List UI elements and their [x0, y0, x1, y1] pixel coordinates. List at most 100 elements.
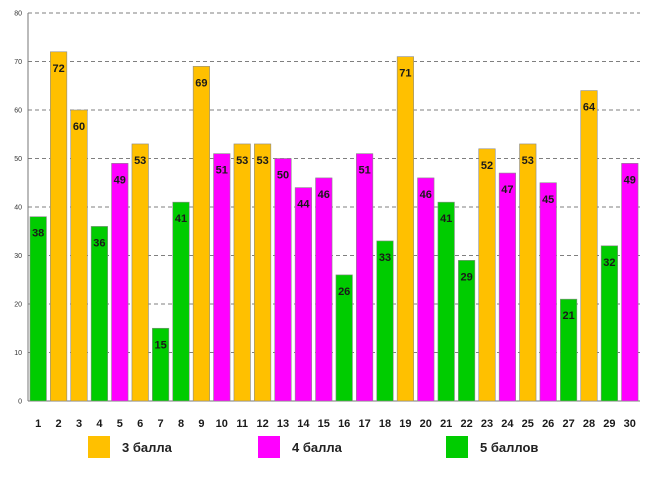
x-tick-label-2: 2	[56, 418, 62, 430]
x-tick-label-3: 3	[76, 418, 82, 430]
y-tick-label-80: 80	[14, 11, 22, 18]
y-tick-label-20: 20	[14, 302, 22, 309]
bar-12	[254, 143, 272, 402]
data-label-5: 49	[114, 174, 126, 186]
x-tick-label-7: 7	[158, 418, 164, 430]
x-tick-label-24: 24	[501, 418, 514, 430]
y-tick-label-70: 70	[14, 59, 22, 66]
x-tick-label-6: 6	[137, 418, 143, 430]
data-label-7: 15	[154, 339, 166, 351]
data-label-21: 41	[440, 213, 452, 225]
legend-label-4-points: 4 балла	[292, 439, 342, 455]
data-label-16: 26	[338, 286, 350, 298]
bar-28	[580, 90, 598, 402]
data-label-30: 49	[624, 174, 636, 186]
data-label-2: 72	[52, 63, 64, 75]
x-tick-label-23: 23	[481, 418, 493, 430]
x-tick-label-30: 30	[624, 418, 636, 430]
x-tick-label-4: 4	[96, 418, 103, 430]
data-label-14: 44	[297, 199, 310, 211]
data-label-9: 69	[195, 77, 207, 89]
legend: 3 балла 4 балла 5 баллов	[0, 436, 650, 466]
data-label-17: 51	[358, 165, 370, 177]
x-tick-label-19: 19	[399, 418, 411, 430]
bar-9	[192, 66, 210, 402]
data-label-25: 53	[522, 155, 534, 167]
x-tick-label-16: 16	[338, 418, 350, 430]
data-label-3: 60	[73, 121, 85, 133]
bar-26	[539, 182, 557, 402]
x-tick-label-20: 20	[420, 418, 432, 430]
legend-swatch-4-points	[258, 436, 280, 458]
data-label-22: 29	[460, 271, 472, 283]
data-label-29: 32	[603, 257, 615, 269]
data-label-11: 53	[236, 155, 248, 167]
bar-7	[152, 327, 170, 402]
data-label-28: 64	[583, 102, 596, 114]
x-tick-label-27: 27	[562, 418, 574, 430]
data-label-24: 47	[501, 184, 513, 196]
bar-20	[417, 177, 435, 402]
y-tick-label-60: 60	[14, 108, 22, 115]
bar-11	[233, 143, 251, 402]
x-tick-label-10: 10	[216, 418, 228, 430]
bar-8	[172, 201, 190, 402]
bar-25	[519, 143, 537, 402]
legend-label-5-points: 5 баллов	[480, 439, 539, 455]
bar-4	[90, 226, 108, 402]
x-tick-label-13: 13	[277, 418, 289, 430]
legend-item-3-points: 3 балла	[88, 436, 172, 458]
bar-5	[111, 163, 129, 402]
legend-label-3-points: 3 балла	[122, 439, 172, 455]
x-tick-label-15: 15	[318, 418, 330, 430]
data-label-1: 38	[32, 228, 44, 240]
bar-6	[131, 143, 149, 402]
data-label-19: 71	[399, 68, 411, 80]
y-tick-label-40: 40	[14, 205, 22, 212]
data-label-20: 46	[420, 189, 432, 201]
data-label-8: 41	[175, 213, 187, 225]
legend-item-5-points: 5 баллов	[446, 436, 538, 458]
data-label-10: 51	[216, 165, 228, 177]
bar-14	[294, 187, 312, 402]
x-tick-label-21: 21	[440, 418, 452, 430]
bar-1	[29, 216, 47, 402]
x-tick-label-11: 11	[236, 418, 248, 430]
data-label-26: 45	[542, 194, 554, 206]
data-label-18: 33	[379, 252, 391, 264]
data-label-6: 53	[134, 155, 146, 167]
y-tick-label-50: 50	[14, 156, 22, 163]
data-label-13: 50	[277, 170, 289, 182]
bar-3	[70, 109, 88, 402]
y-tick-label-30: 30	[14, 253, 22, 260]
bar-15	[315, 177, 333, 402]
x-tick-label-14: 14	[297, 418, 310, 430]
data-label-27: 21	[562, 310, 574, 322]
bar-17	[356, 153, 374, 402]
x-tick-label-25: 25	[522, 418, 534, 430]
legend-item-4-points: 4 балла	[258, 436, 342, 458]
x-tick-label-1: 1	[35, 418, 41, 430]
bar-29	[600, 245, 618, 402]
legend-swatch-5-points	[446, 436, 468, 458]
bar-22	[458, 260, 476, 402]
bar-18	[376, 240, 394, 402]
bar-24	[498, 172, 516, 402]
x-tick-label-5: 5	[117, 418, 123, 430]
x-tick-label-26: 26	[542, 418, 554, 430]
bar-19	[396, 56, 414, 402]
bar-2	[50, 51, 68, 402]
x-tick-label-22: 22	[460, 418, 472, 430]
bar-30	[621, 163, 639, 402]
x-tick-label-12: 12	[256, 418, 268, 430]
y-tick-label-10: 10	[14, 350, 22, 357]
x-tick-label-17: 17	[358, 418, 370, 430]
legend-swatch-3-points	[88, 436, 110, 458]
bar-10	[213, 153, 231, 402]
x-tick-label-29: 29	[603, 418, 615, 430]
x-tick-label-28: 28	[583, 418, 595, 430]
x-tick-label-8: 8	[178, 418, 184, 430]
bar-23	[478, 148, 496, 402]
y-tick-label-0: 0	[18, 399, 22, 406]
